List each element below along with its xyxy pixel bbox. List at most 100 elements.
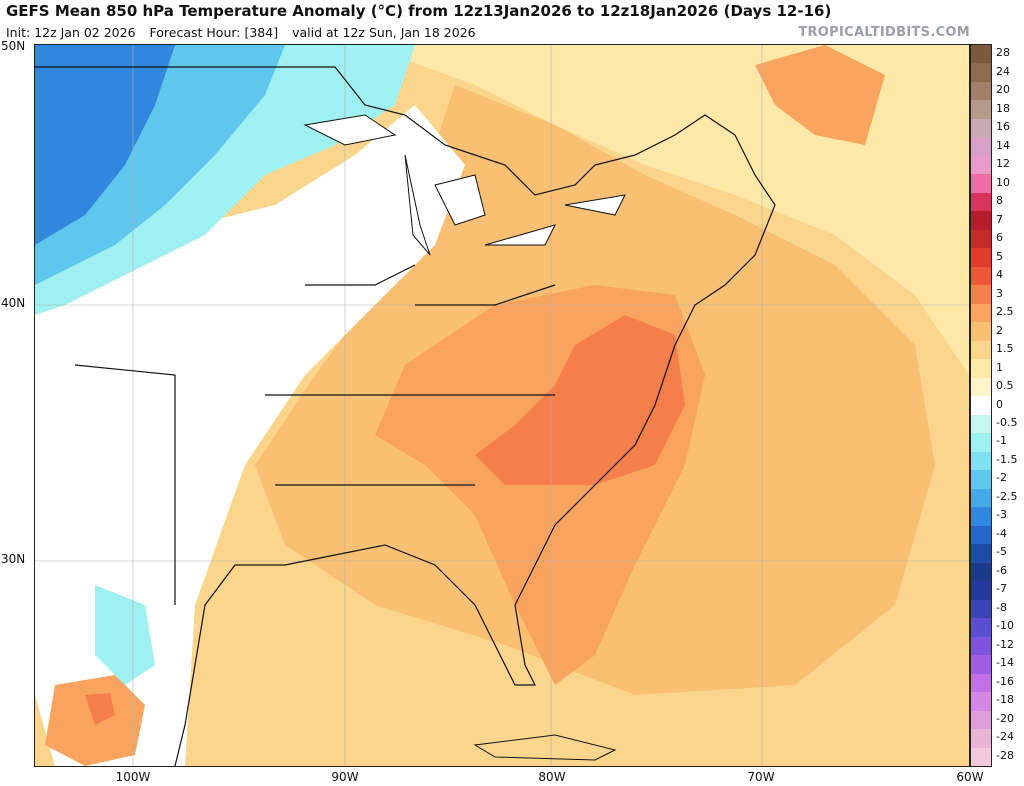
legend-label: 14	[996, 138, 1010, 152]
legend-swatch	[971, 229, 991, 249]
legend-swatch	[971, 248, 991, 268]
anomaly-map-canvas	[35, 45, 969, 766]
legend-label: -5	[996, 545, 1007, 559]
legend-swatch	[971, 303, 991, 323]
legend-swatch	[971, 562, 991, 582]
legend-swatch	[971, 192, 991, 212]
legend-label: 0	[996, 397, 1003, 411]
legend-label: 1.5	[996, 342, 1014, 356]
legend-swatch	[971, 396, 991, 416]
legend-swatch	[971, 729, 991, 748]
legend-label: 3	[996, 286, 1003, 300]
legend-label: 0.5	[996, 379, 1014, 392]
legend-label: -14	[996, 656, 1014, 670]
legend-swatch	[971, 488, 991, 508]
legend-label: 8	[996, 194, 1003, 208]
legend-swatch	[971, 63, 991, 83]
legend-label: 20	[996, 83, 1010, 97]
legend-swatch	[971, 266, 991, 286]
init-time: Init: 12z Jan 02 2026	[6, 25, 136, 40]
legend-swatch	[971, 599, 991, 619]
legend-label: 24	[996, 64, 1010, 78]
legend-label: -0.5	[996, 415, 1018, 429]
legend-swatch	[971, 692, 991, 712]
legend-label: -1	[996, 434, 1007, 448]
legend-swatch	[971, 544, 991, 564]
legend-swatch	[971, 581, 991, 601]
legend-swatch	[971, 155, 991, 175]
legend-swatch	[971, 655, 991, 675]
legend-swatch	[971, 710, 991, 730]
graticule	[35, 45, 969, 766]
brand-watermark: TROPICALTIDBITS.COM	[798, 25, 970, 40]
legend-swatch	[971, 507, 991, 527]
legend-label: -6	[996, 563, 1007, 577]
legend-swatch	[971, 322, 991, 342]
map-title: GEFS Mean 850 hPa Temperature Anomaly (°…	[6, 2, 832, 20]
neutral-band	[35, 105, 465, 766]
legend-swatch	[971, 636, 991, 656]
legend-label: -8	[996, 600, 1007, 614]
cool-patch-mexico	[95, 585, 155, 685]
legend-label: -12	[996, 637, 1014, 651]
borders	[35, 66, 776, 766]
legend-label: -2	[996, 471, 1007, 485]
legend-swatch	[971, 45, 991, 64]
legend-swatch	[971, 525, 991, 545]
legend-swatch	[971, 673, 991, 693]
legend-swatch	[971, 451, 991, 471]
anomaly-map	[34, 44, 970, 767]
legend-label: -20	[996, 711, 1014, 725]
legend-label: 6	[996, 231, 1003, 245]
legend-swatch	[971, 359, 991, 379]
legend-label: -16	[996, 674, 1014, 688]
legend-label: 12	[996, 157, 1010, 171]
legend-swatch	[971, 618, 991, 638]
lat-label-40n: 40N	[1, 296, 26, 310]
legend-swatch	[971, 747, 991, 767]
legend-label: -28	[996, 748, 1014, 762]
legend-label: 5	[996, 249, 1003, 263]
legend-label: 18	[996, 101, 1010, 115]
cold-core-northwest	[35, 45, 175, 245]
legend-swatch	[971, 81, 991, 101]
legend-swatch	[971, 470, 991, 490]
legend-swatch	[971, 340, 991, 360]
legend-label: 4	[996, 268, 1003, 282]
legend-swatch	[971, 118, 991, 138]
legend-label: 7	[996, 212, 1003, 226]
legend-label: 28	[996, 46, 1010, 60]
legend-label: 1	[996, 360, 1003, 374]
forecast-hour: Forecast Hour: [384]	[149, 25, 279, 40]
lon-label-60w: 60W	[956, 770, 984, 784]
legend-swatch	[971, 174, 991, 194]
color-legend	[970, 44, 992, 767]
cuba-outline	[473, 734, 617, 761]
legend-swatch	[971, 211, 991, 231]
legend-label: -1.5	[996, 452, 1018, 466]
lat-label-30n: 30N	[1, 552, 26, 566]
great-lakes	[303, 114, 626, 256]
legend-label: 2.5	[996, 305, 1014, 319]
legend-label: -3	[996, 508, 1007, 522]
legend-label: -24	[996, 730, 1014, 744]
legend-label: 2	[996, 323, 1003, 337]
red-core-carolinas	[475, 315, 685, 485]
legend-swatch	[971, 100, 991, 120]
legend-swatch	[971, 377, 991, 397]
legend-label: 10	[996, 175, 1010, 189]
warm-core-mexico	[85, 693, 115, 725]
lon-label-80w: 80W	[538, 770, 566, 784]
map-subtitle: Init: 12z Jan 02 2026 Forecast Hour: [38…	[6, 25, 486, 40]
legend-label: -7	[996, 582, 1007, 596]
lat-label-50n: 50N	[1, 39, 26, 53]
valid-time: valid at 12z Sun, Jan 18 2026	[292, 25, 476, 40]
legend-label: -4	[996, 526, 1007, 540]
legend-label: -2.5	[996, 489, 1018, 503]
lon-label-90w: 90W	[331, 770, 359, 784]
legend-label: -10	[996, 619, 1014, 633]
lon-label-70w: 70W	[747, 770, 775, 784]
legend-swatch	[971, 414, 991, 434]
legend-swatch	[971, 285, 991, 305]
warm-patch-northeast	[755, 45, 885, 145]
